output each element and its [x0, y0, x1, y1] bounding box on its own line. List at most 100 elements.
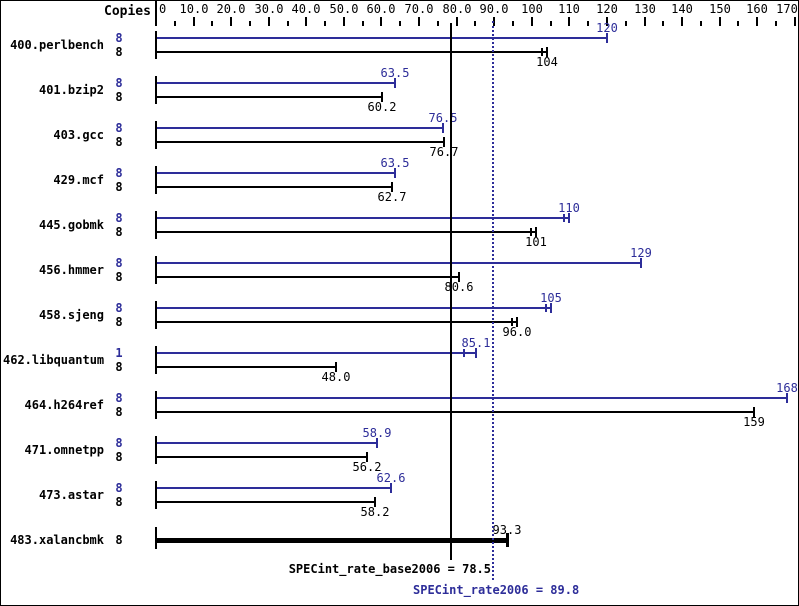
base-value-label: 159	[743, 415, 765, 429]
axis-major-tick	[719, 17, 721, 26]
benchmark-label: 471.omnetpp	[24, 443, 104, 457]
axis-major-tick	[531, 17, 533, 26]
axis-minor-tick	[287, 21, 289, 26]
axis-tick-label: 160	[746, 2, 768, 16]
peak-bar-endcap	[568, 213, 570, 223]
peak-bar-endcap	[390, 483, 392, 493]
group-axis-bracket	[155, 256, 157, 284]
axis-major-tick	[568, 17, 570, 26]
peak-bar	[157, 172, 395, 174]
axis-tick-label: 90.0	[479, 2, 509, 16]
peak-value-label: 63.5	[380, 66, 410, 80]
axis-minor-tick	[324, 21, 326, 26]
peak-copies-label: 8	[115, 211, 123, 225]
axis-tick-label: 170	[776, 2, 798, 16]
base-copies-label: 8	[115, 270, 123, 284]
base-bar-endcap	[366, 452, 368, 462]
peak-bar	[157, 217, 569, 219]
base-value-label: 56.2	[352, 460, 382, 474]
axis-major-tick	[268, 17, 270, 26]
base-copies-label: 8	[115, 180, 123, 194]
peak-bar	[157, 262, 641, 264]
peak-bar-endcap	[606, 33, 608, 43]
axis-minor-tick	[775, 21, 777, 26]
group-axis-bracket	[155, 527, 157, 549]
base-value-label: 80.6	[444, 280, 474, 294]
base-copies-label: 8	[115, 225, 123, 239]
group-axis-bracket	[155, 481, 157, 509]
base-bar-endcap	[753, 407, 755, 417]
base-bar	[157, 366, 336, 368]
axis-major-tick	[756, 17, 758, 26]
base-bar	[157, 51, 547, 53]
benchmark-label: 464.h264ref	[24, 398, 104, 412]
base-bar-endcap	[458, 272, 460, 282]
group-axis-bracket	[155, 121, 157, 149]
peak-copies-label: 8	[115, 31, 123, 45]
axis-major-tick	[380, 17, 382, 26]
axis-minor-tick	[512, 21, 514, 26]
axis-minor-tick	[474, 21, 476, 26]
peak-bar-endcap	[376, 438, 378, 448]
base-copies-label: 8	[115, 45, 123, 59]
peak-bar-endcap	[394, 78, 396, 88]
peak-mean-label: SPECint_rate2006 = 89.8	[413, 583, 580, 597]
benchmark-label: 483.xalancbmk	[10, 533, 104, 547]
base-bar	[157, 456, 367, 458]
axis-major-tick	[493, 17, 495, 26]
base-bar	[157, 321, 517, 323]
base-mean-line	[450, 23, 452, 560]
group-axis-bracket	[155, 211, 157, 239]
axis-tick-label: 0	[159, 2, 167, 16]
base-copies-label: 8	[115, 135, 123, 149]
axis-minor-tick	[737, 21, 739, 26]
base-value-label: 48.0	[321, 370, 351, 384]
peak-mean-line	[492, 21, 494, 580]
axis-major-tick	[230, 17, 232, 26]
base-copies-label: 8	[115, 495, 123, 509]
axis-major-tick	[606, 17, 608, 26]
base-value-label: 96.0	[502, 325, 532, 339]
peak-bar	[157, 127, 443, 129]
group-axis-bracket	[155, 391, 157, 419]
base-bar-endcap	[443, 137, 445, 147]
base-copies-label: 8	[115, 360, 123, 374]
peak-runs-tick	[563, 214, 565, 222]
base-bar-endcap	[374, 497, 376, 507]
axis-tick-label: 130	[634, 2, 656, 16]
base-value-label: 62.7	[377, 190, 407, 204]
peak-value-label: 62.6	[376, 471, 406, 485]
axis-tick-label: 110	[558, 2, 580, 16]
base-value-label: 58.2	[360, 505, 390, 519]
peak-value-label: 120	[596, 21, 618, 35]
axis-minor-tick	[662, 21, 664, 26]
axis-tick-label: 50.0	[329, 2, 359, 16]
group-axis-bracket	[155, 436, 157, 464]
base-runs-tick	[530, 228, 532, 236]
peak-copies-label: 1	[115, 346, 123, 360]
group-axis-bracket	[155, 301, 157, 329]
peak-runs-tick	[545, 304, 547, 312]
axis-minor-tick	[249, 21, 251, 26]
axis-tick-label: 10.0	[179, 2, 209, 16]
base-bar	[157, 411, 754, 413]
peak-copies-label: 8	[115, 166, 123, 180]
base-copies-label: 8	[115, 405, 123, 419]
peak-bar	[157, 37, 607, 39]
peak-value-label: 105	[540, 291, 562, 305]
axis-major-tick	[644, 17, 646, 26]
axis-tick-label: 140	[671, 2, 693, 16]
base-bar-endcap	[535, 227, 537, 237]
axis-tick-label: 40.0	[291, 2, 321, 16]
benchmark-label: 456.hmmer	[38, 263, 104, 277]
axis-minor-tick	[700, 21, 702, 26]
axis-minor-tick	[587, 21, 589, 26]
base-bar	[157, 276, 459, 278]
x-axis-origin-line	[155, 1, 157, 26]
base-mean-label: SPECint_rate_base2006 = 78.5	[288, 562, 491, 576]
axis-tick-label: 60.0	[366, 2, 396, 16]
base-bar-endcap	[546, 47, 548, 57]
base-value-label: 104	[536, 55, 558, 69]
copies-label: 8	[115, 533, 123, 547]
benchmark-label: 403.gcc	[53, 128, 104, 142]
